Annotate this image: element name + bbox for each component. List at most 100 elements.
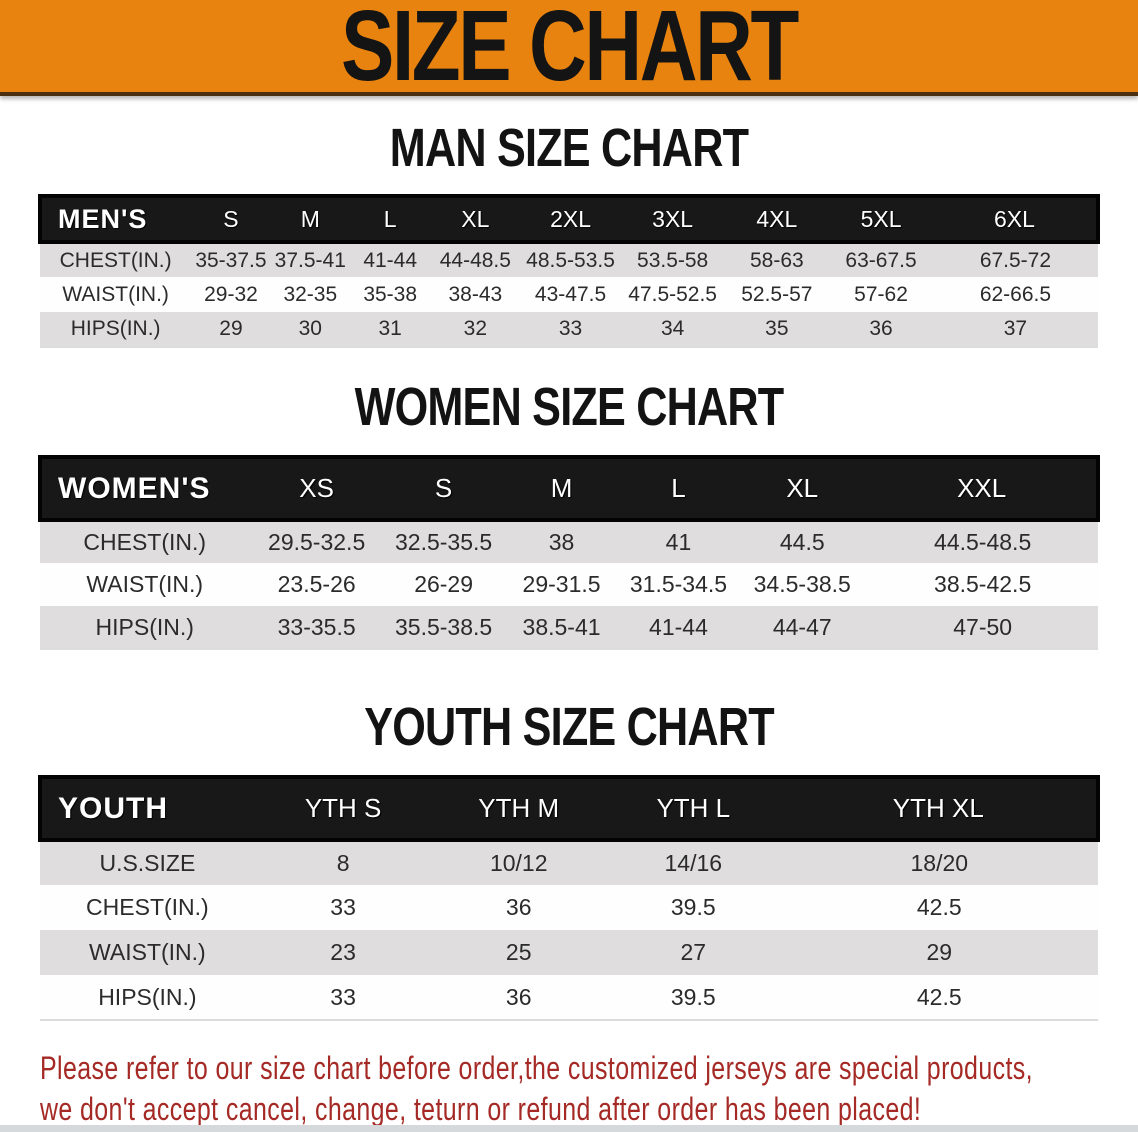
women-measurement-row: WAIST(IN.) 23.5-26 26-29 29-31.5 31.5-34.5 34…	[40, 563, 1098, 606]
youth-header-row: YOUTH YTH S YTH M YTH L YTH XL	[38, 775, 1101, 842]
size-value-cell: 33-35.5	[249, 606, 384, 650]
size-value-cell: 23	[254, 930, 432, 975]
page-bottom-edge	[0, 1125, 1138, 1132]
men-measurement-row: CHEST(IN.) 35-37.5 37.5-41 41-44 44-48.5 48.5…	[40, 242, 1098, 277]
size-value-cell: 29.5-32.5	[249, 520, 384, 563]
row-label: CHEST(IN.)	[40, 885, 255, 930]
size-value-cell: 57-62	[829, 277, 933, 312]
size-value-cell: 23.5-26	[249, 563, 384, 606]
size-value-cell: 14/16	[606, 840, 781, 885]
size-value-cell: 32-35	[270, 277, 350, 312]
size-value-cell: 29	[780, 930, 1098, 975]
size-value-cell: 31.5-34.5	[619, 563, 738, 606]
size-value-cell: 39.5	[606, 975, 781, 1021]
men-size-column-header: 2XL	[520, 194, 621, 244]
men-size-table-container: MEN'S S M L XL 2XL 3XL 4XL 5XL 6XL CHEST(IN.) 35-37…	[0, 194, 1138, 348]
disclaimer-line-1: Please refer to our size chart before or…	[40, 1048, 1138, 1089]
order-disclaimer: Please refer to our size chart before or…	[40, 1048, 1138, 1130]
disclaimer-line-1-text: Please refer to our size chart before or…	[40, 1050, 1033, 1086]
size-value-cell: 33	[254, 885, 432, 930]
youth-size-section: YOUTH SIZE CHART YOUTH YTH S YTH M YTH L YTH…	[0, 650, 1138, 1021]
row-label: U.S.SIZE	[40, 840, 255, 885]
size-value-cell: 35.5-38.5	[383, 606, 504, 650]
size-chart-banner: SIZE CHART	[0, 0, 1138, 96]
row-label: HIPS(IN.)	[40, 975, 255, 1021]
men-size-column-header: 5XL	[829, 194, 933, 244]
size-value-cell: 29-31.5	[503, 563, 620, 606]
men-measurement-row: WAIST(IN.) 29-32 32-35 35-38 38-43 43-47.5 47.…	[40, 277, 1098, 312]
row-label: HIPS(IN.)	[40, 312, 192, 348]
women-size-column-header: M	[503, 455, 620, 522]
youth-measurement-row: WAIST(IN.) 23 25 27 29	[40, 930, 1098, 975]
men-corner-label: MEN'S	[37, 194, 192, 244]
size-value-cell: 47.5-52.5	[620, 277, 725, 312]
size-value-cell: 36	[431, 975, 606, 1021]
women-size-section: WOMEN SIZE CHART WOMEN'S XS S M L XL XXL CHEST(…	[0, 348, 1138, 650]
youth-corner-label: YOUTH	[38, 775, 255, 842]
row-label: CHEST(IN.)	[40, 520, 250, 563]
men-size-column-header: 6XL	[932, 194, 1101, 244]
size-value-cell: 42.5	[780, 975, 1098, 1021]
youth-size-column-header: YTH S	[254, 775, 432, 842]
size-value-cell: 27	[606, 930, 781, 975]
men-size-column-header: 4XL	[724, 194, 830, 244]
size-value-cell: 32	[430, 312, 521, 348]
size-value-cell: 38.5-41	[503, 606, 620, 650]
women-section-heading: WOMEN SIZE CHART	[0, 377, 1138, 437]
size-value-cell: 38-43	[430, 277, 521, 312]
men-measurement-row: HIPS(IN.) 29 30 31 32 33 34 35 36 37	[40, 312, 1098, 348]
men-section-heading: MAN SIZE CHART	[0, 118, 1138, 178]
size-value-cell: 67.5-72	[932, 242, 1098, 277]
size-value-cell: 34.5-38.5	[737, 563, 868, 606]
size-value-cell: 52.5-57	[724, 277, 830, 312]
women-section-heading-text: WOMEN SIZE CHART	[354, 377, 785, 437]
disclaimer-line-2: we don't accept cancel, change, teturn o…	[40, 1089, 1138, 1130]
women-size-column-header: XXL	[867, 455, 1100, 522]
size-value-cell: 38	[503, 520, 620, 563]
size-value-cell: 44.5-48.5	[867, 520, 1098, 563]
row-label: CHEST(IN.)	[40, 242, 192, 277]
size-value-cell: 33	[254, 975, 432, 1021]
size-value-cell: 34	[620, 312, 725, 348]
size-value-cell: 44.5	[737, 520, 868, 563]
men-section-heading-text: MAN SIZE CHART	[389, 118, 749, 178]
women-size-table: WOMEN'S XS S M L XL XXL CHEST(IN.) 29.5-32.5 32.5…	[37, 455, 1100, 650]
women-header-row: WOMEN'S XS S M L XL XXL	[37, 455, 1100, 522]
size-value-cell: 35-37.5	[191, 242, 271, 277]
size-value-cell: 26-29	[383, 563, 504, 606]
size-value-cell: 42.5	[780, 885, 1098, 930]
youth-section-heading-text: YOUTH SIZE CHART	[364, 697, 774, 757]
size-value-cell: 10/12	[431, 840, 606, 885]
row-label: WAIST(IN.)	[40, 930, 255, 975]
size-value-cell: 35-38	[349, 277, 431, 312]
size-value-cell: 29-32	[191, 277, 271, 312]
men-size-section: MAN SIZE CHART MEN'S S M L XL 2XL 3XL 4XL 5XL 6XL…	[0, 96, 1138, 348]
size-value-cell: 44-47	[737, 606, 868, 650]
size-value-cell: 37	[932, 312, 1098, 348]
size-value-cell: 39.5	[606, 885, 781, 930]
women-measurement-row: CHEST(IN.) 29.5-32.5 32.5-35.5 38 41 44.5 44.5…	[40, 520, 1098, 563]
youth-measurement-row: CHEST(IN.) 33 36 39.5 42.5	[40, 885, 1098, 930]
banner-title: SIZE CHART	[284, 0, 854, 102]
size-value-cell: 38.5-42.5	[867, 563, 1098, 606]
size-value-cell: 36	[829, 312, 933, 348]
size-value-cell: 32.5-35.5	[383, 520, 504, 563]
women-measurement-row: HIPS(IN.) 33-35.5 35.5-38.5 38.5-41 41-44 44-…	[40, 606, 1098, 650]
row-label: WAIST(IN.)	[40, 563, 250, 606]
size-value-cell: 41-44	[619, 606, 738, 650]
men-size-column-header: S	[191, 194, 271, 244]
size-value-cell: 25	[431, 930, 606, 975]
men-size-column-header: M	[270, 194, 350, 244]
women-size-column-header: XL	[737, 455, 868, 522]
youth-size-column-header: YTH L	[606, 775, 781, 842]
size-value-cell: 43-47.5	[520, 277, 621, 312]
men-size-column-header: 3XL	[620, 194, 725, 244]
size-value-cell: 8	[254, 840, 432, 885]
row-label: HIPS(IN.)	[40, 606, 250, 650]
size-value-cell: 41-44	[349, 242, 431, 277]
size-value-cell: 62-66.5	[932, 277, 1098, 312]
banner-title-text: SIZE CHART	[341, 0, 799, 102]
size-value-cell: 31	[349, 312, 431, 348]
size-value-cell: 30	[270, 312, 350, 348]
size-value-cell: 35	[724, 312, 830, 348]
